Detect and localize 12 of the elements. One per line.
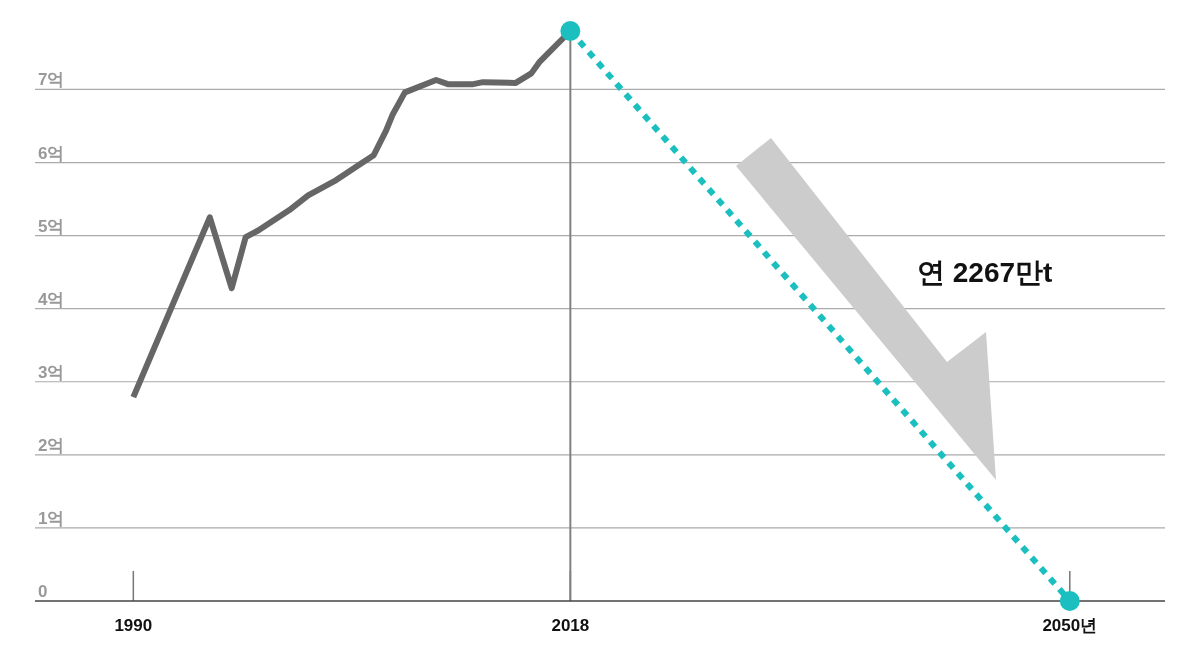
y-tick-label: 6억	[38, 143, 65, 163]
y-tick-label: 7억	[38, 70, 65, 90]
y-tick-label: 3억	[38, 362, 65, 382]
x-tick-label: 2050년	[1042, 616, 1098, 635]
y-tick-label: 5억	[38, 216, 65, 236]
y-tick-label: 1억	[38, 508, 65, 528]
x-tick-label: 2018	[551, 616, 590, 635]
y-tick-label: 0	[38, 582, 48, 601]
y-tick-label: 2억	[38, 435, 65, 455]
y-tick-label: 4억	[38, 289, 65, 309]
x-tick-label: 1990	[114, 616, 153, 635]
annotation: 연 2267만t	[917, 257, 1053, 288]
